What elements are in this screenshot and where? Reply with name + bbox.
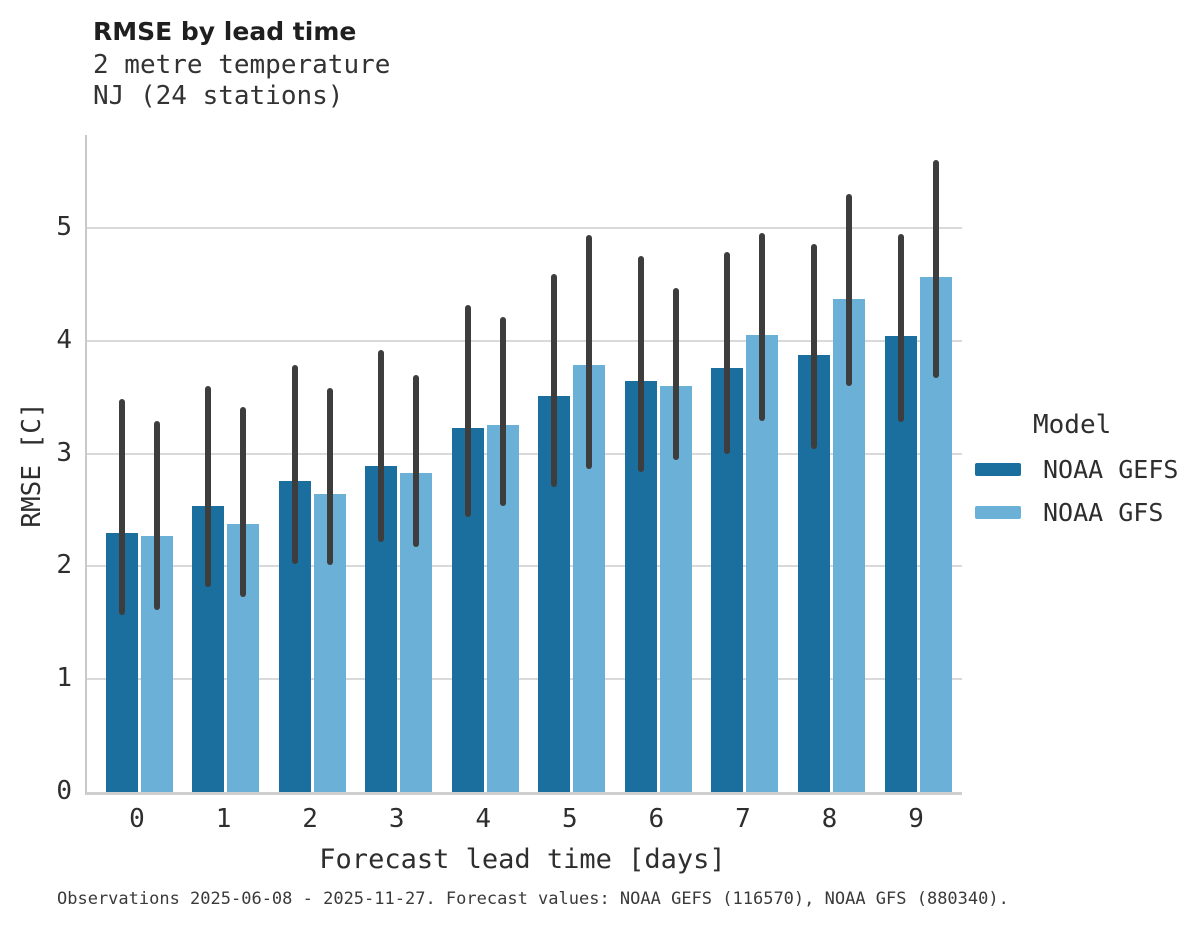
y-tick-label-1: 1 xyxy=(56,663,72,694)
legend-label-noaa-gefs: NOAA GEFS xyxy=(1043,454,1179,484)
errorbar-noaa-gfs-2 xyxy=(326,388,333,566)
legend-swatch-noaa-gefs xyxy=(975,462,1021,476)
y-tick-label-4: 4 xyxy=(56,324,72,355)
legend-swatch-noaa-gfs xyxy=(975,505,1021,519)
legend-title: Model xyxy=(1033,410,1112,440)
chart-subtitle-line1: 2 metre temperature xyxy=(93,50,391,80)
y-tick-label-3: 3 xyxy=(56,437,72,468)
x-tick-label-6: 6 xyxy=(648,804,665,834)
y-tick-label-5: 5 xyxy=(56,212,72,242)
y-tick-label-2: 2 xyxy=(56,550,72,581)
gridline-1 xyxy=(87,678,962,681)
legend-label-noaa-gfs: NOAA GFS xyxy=(1043,497,1164,527)
x-tick-label-9: 9 xyxy=(908,804,924,834)
legend: Model NOAA GEFS NOAA GFS xyxy=(975,410,1178,540)
errorbar-noaa-gfs-9 xyxy=(932,160,939,379)
gridline-5 xyxy=(87,227,962,229)
x-axis-label: Forecast lead time [days] xyxy=(319,844,726,875)
errorbar-noaa-gefs-9 xyxy=(897,233,904,423)
errorbar-noaa-gefs-1 xyxy=(205,385,212,587)
errorbar-noaa-gfs-0 xyxy=(153,420,160,611)
legend-entry-noaa-gefs: NOAA GEFS xyxy=(975,454,1178,484)
errorbar-noaa-gefs-3 xyxy=(378,349,385,542)
legend-entry-noaa-gfs: NOAA GFS xyxy=(975,497,1178,527)
errorbar-noaa-gfs-1 xyxy=(240,407,247,597)
errorbar-noaa-gefs-4 xyxy=(464,304,471,517)
errorbar-noaa-gefs-5 xyxy=(551,274,558,488)
errorbar-noaa-gefs-0 xyxy=(118,399,125,615)
errorbar-noaa-gfs-8 xyxy=(845,194,852,386)
errorbar-noaa-gefs-7 xyxy=(724,251,731,454)
errorbar-noaa-gefs-6 xyxy=(637,256,644,472)
plot-area xyxy=(85,135,962,795)
gridline-4 xyxy=(87,339,962,342)
errorbar-noaa-gfs-4 xyxy=(499,317,506,506)
title-block: RMSE by lead time 2 metre temperature NJ… xyxy=(93,14,390,112)
errorbar-noaa-gfs-7 xyxy=(759,232,766,421)
chart-subtitle-line2: NJ (24 stations) xyxy=(93,81,344,111)
gridline-2 xyxy=(87,565,962,568)
chart-title: RMSE by lead time xyxy=(93,17,357,46)
gridline-3 xyxy=(87,452,962,455)
errorbar-noaa-gefs-2 xyxy=(291,364,298,565)
errorbar-noaa-gefs-8 xyxy=(810,243,817,450)
x-tick-label-3: 3 xyxy=(388,804,405,834)
x-tick-label-4: 4 xyxy=(475,804,492,834)
y-tick-label-0: 0 xyxy=(56,776,72,806)
errorbar-noaa-gfs-5 xyxy=(586,234,593,470)
x-tick-label-2: 2 xyxy=(302,804,318,834)
x-tick-label-8: 8 xyxy=(821,804,838,834)
errorbar-noaa-gfs-6 xyxy=(672,287,679,461)
footer-note: Observations 2025-06-08 - 2025-11-27. Fo… xyxy=(57,889,1009,909)
x-tick-label-1: 1 xyxy=(215,804,232,834)
x-tick-label-5: 5 xyxy=(561,804,578,834)
errorbar-noaa-gfs-3 xyxy=(413,374,420,548)
x-tick-label-0: 0 xyxy=(129,804,145,834)
x-tick-label-7: 7 xyxy=(735,804,751,834)
